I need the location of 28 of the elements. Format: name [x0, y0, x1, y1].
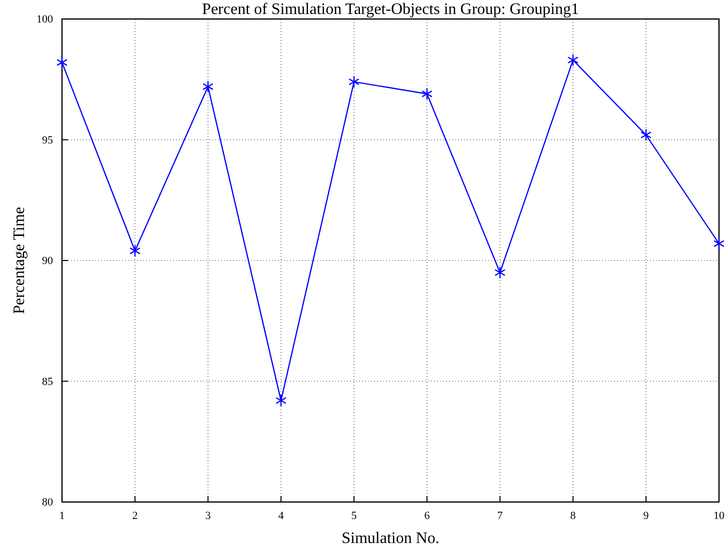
point — [202, 80, 214, 93]
chart-title: Percent of Simulation Target-Objects in Group: Grouping1 — [202, 1, 579, 18]
x-tick-label: 4 — [278, 510, 284, 522]
point — [494, 266, 506, 279]
x-tick-label: 7 — [497, 510, 504, 522]
x-tick-label: 8 — [570, 510, 576, 522]
y-tick-label: 80 — [42, 496, 54, 509]
y-tick-label: 100 — [36, 14, 54, 26]
point — [713, 237, 725, 250]
x-tick-label: 3 — [205, 510, 212, 522]
x-tick-label: 2 — [132, 510, 138, 522]
point — [640, 128, 652, 142]
y-axis-title: Percentage Time — [11, 206, 28, 314]
point — [56, 56, 68, 69]
x-tick-label: 5 — [351, 510, 358, 522]
x-tick-label: 1 — [59, 510, 65, 522]
point — [567, 54, 579, 66]
x-tick-label: 9 — [643, 510, 650, 522]
point — [275, 394, 287, 407]
x-axis-title: Simulation No. — [342, 530, 440, 547]
point — [421, 88, 433, 100]
x-tick-label: 10 — [714, 510, 725, 522]
y-tick-label: 90 — [42, 255, 54, 268]
x-tick-label: 6 — [424, 510, 430, 522]
point — [129, 244, 141, 258]
point — [348, 76, 360, 88]
y-tick-label: 95 — [42, 134, 54, 146]
y-tick-label: 85 — [42, 376, 54, 388]
